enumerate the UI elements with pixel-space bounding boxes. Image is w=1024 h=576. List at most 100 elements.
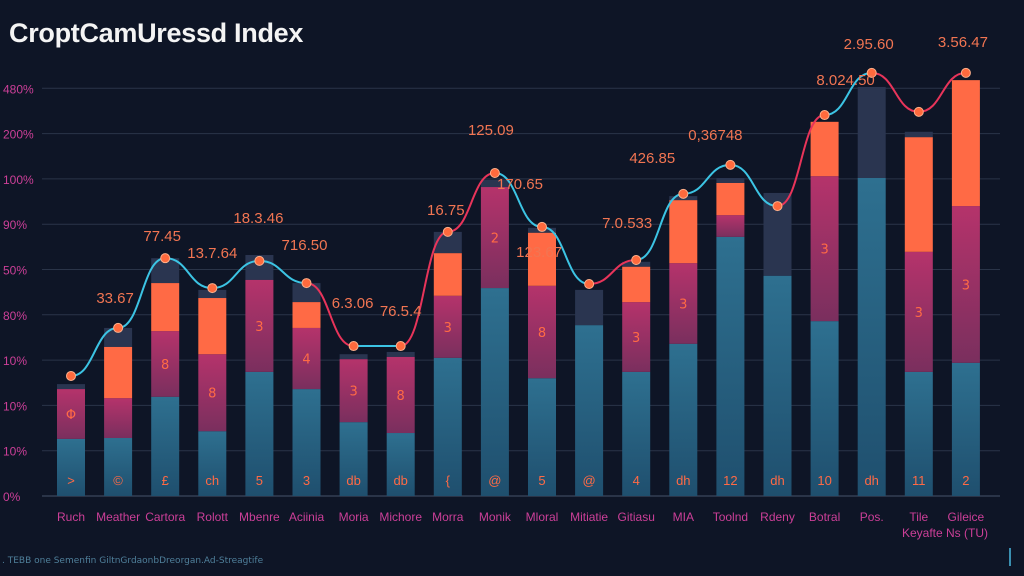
line-point [113, 322, 124, 333]
line-point [66, 370, 76, 381]
line-point [772, 201, 783, 212]
bar-cap-segment [857, 86, 886, 178]
y-tick-label: 0% [3, 490, 21, 504]
line-segment [683, 163, 731, 195]
bar-cap-segment [104, 327, 133, 347]
bar-orange-segment [151, 283, 180, 332]
point-value-label: 16.75 [427, 202, 465, 219]
bar-bottom-label: @ [488, 473, 501, 488]
bar-pink-segment [810, 176, 839, 322]
bar-mid-label: 8 [208, 387, 216, 402]
bar-mid-label: 3 [349, 385, 357, 400]
bar-bottom-label: 3 [303, 473, 310, 488]
bar-teal-segment [57, 438, 85, 496]
line-segment [165, 257, 213, 290]
bar-mid-label: 8 [397, 389, 405, 404]
chart-title: CroptCamUressd Index [9, 18, 304, 48]
bar-cap-segment [575, 289, 604, 326]
bar-bottom-label: dh [676, 473, 690, 488]
point-value-label: 716.50 [282, 237, 328, 254]
line-segment [117, 257, 166, 329]
x-tick-label: Pos. [860, 510, 884, 524]
line-point [442, 226, 453, 237]
bar-cap-segment [339, 354, 368, 360]
bar-cap-segment [198, 289, 227, 299]
line-segment [212, 259, 260, 290]
bar-bottom-label: 11 [912, 473, 926, 488]
bar-pink-segment [669, 263, 698, 344]
bar-orange-segment [904, 137, 933, 252]
bar-pink-segment [151, 331, 180, 397]
line-point [960, 67, 971, 78]
line-point [160, 253, 171, 264]
x-tick-label: Rolott [197, 510, 229, 524]
line-point [207, 283, 218, 294]
x-tick-label: Ruch [57, 510, 85, 524]
x-tick-label: Cartora [145, 510, 185, 524]
y-tick-label: 10% [3, 354, 27, 368]
line-point [631, 254, 642, 265]
line-segment [400, 230, 449, 348]
bar-teal-segment [528, 378, 556, 496]
line-point [489, 168, 500, 179]
x-axis-extra-label: Keyafte Ns (TU) [902, 526, 988, 540]
bar-orange-segment [104, 346, 133, 399]
bar-mid-label: 3 [962, 278, 970, 293]
bar-pink-segment [951, 206, 980, 363]
bar-orange-segment [951, 80, 980, 207]
bar-bottom-label: db [393, 473, 407, 488]
x-tick-label: Morra [432, 510, 464, 524]
line-segment [730, 163, 778, 208]
bar-orange-segment [716, 182, 745, 216]
bar-orange-segment [528, 232, 556, 286]
x-tick-label: Toolnd [713, 510, 748, 524]
line-segment [70, 326, 119, 377]
point-value-label: 33.67 [96, 290, 134, 307]
bar-teal-segment [433, 357, 462, 496]
line-segment [777, 114, 825, 208]
bar-bottom-label: > [67, 473, 75, 488]
line-point [725, 159, 736, 170]
x-tick-label: Meather [96, 510, 140, 524]
y-tick-label: 80% [3, 309, 27, 323]
y-tick-label: 10% [3, 399, 27, 413]
line-segment [589, 258, 637, 285]
line-segment [918, 71, 966, 113]
bar-cap-segment [480, 179, 509, 188]
bar-pink-segment [245, 279, 274, 372]
bar-teal-segment [575, 325, 604, 496]
bar-teal-segment [245, 371, 274, 496]
bar-teal-segment [386, 433, 415, 496]
point-value-label: 426.85 [629, 150, 675, 167]
bar-cap-segment [716, 177, 745, 183]
y-tick-label: 100% [3, 173, 34, 187]
point-value-label: 123.67 [516, 244, 562, 261]
bar-teal-segment [480, 288, 509, 496]
bar-teal-segment [151, 396, 180, 496]
bar-bottom-label: 5 [538, 473, 545, 488]
bar-pink-segment [292, 327, 321, 390]
line-segment [871, 71, 919, 113]
bar-mid-label: 4 [302, 353, 310, 368]
bar-teal-segment [292, 389, 321, 496]
point-value-label: 6.3.06 [332, 295, 374, 312]
line-point [348, 341, 359, 352]
point-value-label: 18.3.46 [233, 210, 283, 227]
bar-orange-segment [292, 302, 321, 328]
bar-teal-segment [339, 422, 368, 496]
bar-pink-segment [716, 215, 745, 237]
x-tick-label: MIA [673, 510, 694, 524]
line-point [395, 341, 406, 352]
x-tick-label: Monik [479, 510, 512, 524]
y-tick-label: 10% [3, 445, 27, 459]
bar-cap-segment [57, 384, 85, 390]
bar-teal-segment [669, 343, 698, 496]
bar-bottom-label: 10 [817, 473, 831, 488]
x-tick-label: Moria [339, 510, 369, 524]
bar-pink-segment [104, 398, 133, 439]
x-tick-label: Mbenre [239, 510, 280, 524]
bar-bottom-label: 5 [256, 473, 263, 488]
line-point [537, 221, 547, 232]
point-value-label: 3.56.47 [938, 34, 988, 51]
bar-pink-segment [622, 302, 651, 372]
